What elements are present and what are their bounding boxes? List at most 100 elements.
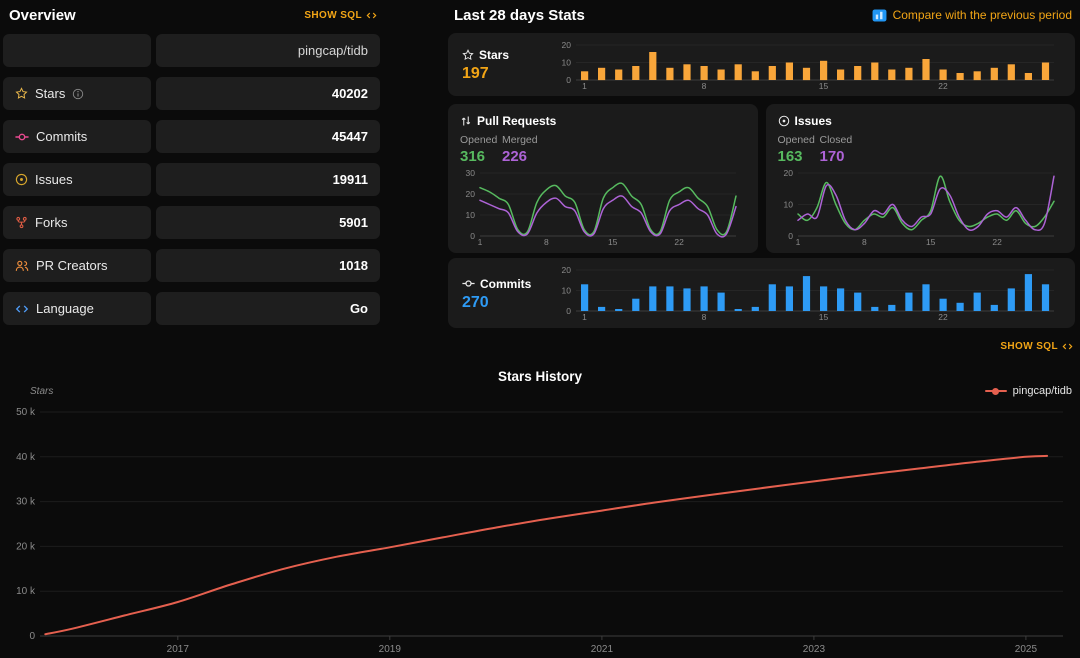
stars-history-chart: 0 10 k 20 k 30 k 40 k 50 k 2017 2019 2021 2023 202… [16,407,1063,654]
stars-card: Stars 197 0 10 20 1 8 15 22 [448,33,1075,96]
pull-requests-card: Pull Requests Opened Merged 316 226 0 10 2… [448,104,758,253]
compare-label: Compare with the previous period [892,8,1072,22]
stars-history-title: Stars History [497,369,583,384]
language-label-cell: Language [3,292,151,325]
svg-text:15: 15 [925,237,935,247]
issues-closed-label: Closed [819,134,853,146]
show-sql-link-stats[interactable]: SHOW SQL [1000,341,1073,352]
svg-text:15: 15 [819,81,829,91]
table-row-repo: pingcap/tidb [3,34,380,67]
compare-link[interactable]: Compare with the previous period [872,8,1072,22]
svg-text:20: 20 [562,266,572,275]
stats-panel: Last 28 days Stats Compare with the prev… [448,2,1075,352]
repo-empty-cell [3,34,151,67]
legend-label: pingcap/tidb [1012,385,1072,397]
forks-value: 5901 [339,215,368,230]
pr-merged-label: Merged [502,134,538,146]
fork-icon [15,216,28,229]
pr-creators-value-cell: 1018 [156,249,380,282]
stars-card-info: Stars 197 [462,48,546,83]
commits-label-cell: Commits [3,120,151,153]
svg-text:22: 22 [938,81,948,91]
table-row-stars: Stars 40202 [3,77,380,110]
chart-legend[interactable]: pingcap/tidb [984,385,1072,397]
svg-text:40 k: 40 k [16,452,36,463]
star-icon [15,87,28,100]
commits-value: 45447 [331,129,368,144]
svg-text:2023: 2023 [803,644,826,654]
forks-label-cell: Forks [3,206,151,239]
compare-icon [872,8,887,22]
repo-name: pingcap/tidb [297,43,368,58]
issues-value-cell: 19911 [156,163,380,196]
pr-opened-value: 316 [460,148,486,165]
svg-text:10: 10 [783,200,793,210]
svg-text:8: 8 [702,81,707,91]
table-row-language: Language Go [3,292,380,325]
stars-value-cell: 40202 [156,77,380,110]
commits-card: Commits 270 0 10 20 1 8 15 22 [448,258,1075,328]
stats-title: Last 28 days Stats [454,6,585,24]
svg-text:0: 0 [470,231,475,241]
forks-row-label: Forks [35,215,68,230]
svg-text:30: 30 [466,169,476,178]
issues-row-label: Issues [35,172,73,187]
pr-creators-label-cell: PR Creators [3,249,151,282]
svg-text:1: 1 [582,312,587,322]
issue-icon [15,173,28,186]
code-brackets-icon [366,10,377,21]
language-value-cell: Go [156,292,380,325]
commit-icon [462,277,475,290]
stars-card-title: Stars [479,48,510,62]
commits-value-cell: 45447 [156,120,380,153]
legend-line-marker [984,387,1007,395]
issues-opened-label: Opened [777,134,815,146]
svg-text:10: 10 [562,57,572,67]
language-value: Go [349,301,368,316]
stars-28d-value: 197 [462,65,489,82]
issues-card: Issues Opened Closed 163 170 0 10 20 1 8 15 22 [765,104,1075,253]
svg-text:10: 10 [562,286,572,296]
forks-value-cell: 5901 [156,206,380,239]
overview-header: Overview SHOW SQL [3,2,380,28]
svg-text:10 k: 10 k [16,586,36,597]
overview-table: pingcap/tidb Stars 40202 [3,34,380,325]
issues-chart: 0 10 20 1 8 15 22 [783,168,1055,247]
issues-closed-value: 170 [819,148,845,165]
svg-text:15: 15 [819,312,829,322]
svg-text:1: 1 [478,237,483,247]
language-row-label: Language [36,301,94,316]
issue-icon [778,115,790,127]
svg-text:20 k: 20 k [16,541,36,552]
commits-28d-value: 270 [462,293,489,311]
show-sql-link-overview[interactable]: SHOW SQL [304,10,377,21]
svg-text:2019: 2019 [379,644,402,654]
pull-request-icon [460,115,472,127]
pr-merged-value: 226 [502,148,528,165]
stars-row-label: Stars [35,86,66,101]
commits-card-title: Commits [480,276,532,291]
stars-value: 40202 [331,86,368,101]
svg-text:2017: 2017 [167,644,190,654]
svg-text:20: 20 [562,41,572,50]
stats-sql-row: SHOW SQL [448,341,1075,352]
repo-value-cell: pingcap/tidb [156,34,380,67]
svg-text:20: 20 [466,189,476,199]
svg-text:8: 8 [544,237,549,247]
issues-opened-value: 163 [777,148,803,165]
svg-text:0: 0 [788,231,793,241]
show-sql-label: SHOW SQL [304,9,362,21]
issues-label-cell: Issues [3,163,151,196]
commits-card-info: Commits 270 [462,277,546,312]
code-brackets-icon [1062,341,1073,352]
issues-card-title: Issues [794,114,832,128]
svg-text:22: 22 [992,237,1002,247]
pull-requests-chart: 0 10 20 30 1 8 15 22 [466,168,737,247]
info-icon[interactable] [72,88,84,100]
svg-text:0: 0 [29,631,35,642]
table-row-issues: Issues 19911 [3,163,380,196]
svg-text:2021: 2021 [591,644,614,654]
svg-text:1: 1 [795,237,800,247]
overview-panel: Overview SHOW SQL pingcap/tidb [3,2,380,325]
svg-text:30 k: 30 k [16,497,36,508]
